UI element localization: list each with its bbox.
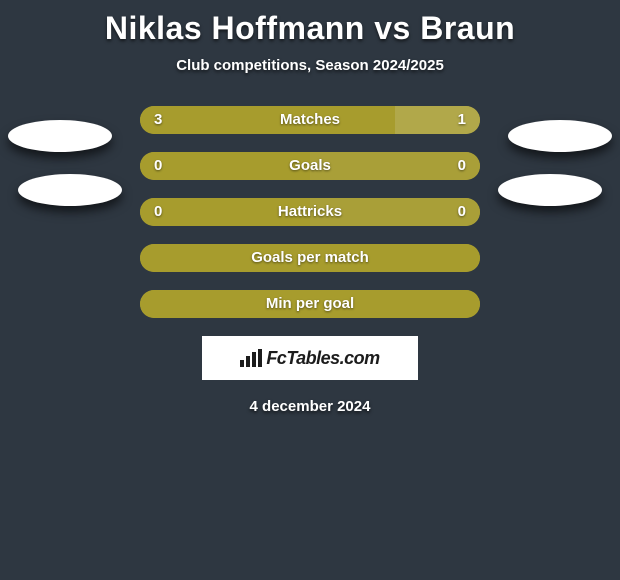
stat-bar-left <box>140 244 480 272</box>
stat-bar-left <box>140 198 310 226</box>
stat-bar-left <box>140 290 480 318</box>
stat-bar-right <box>395 106 480 134</box>
stat-bar: Goals per match <box>140 244 480 272</box>
stat-row: Goals per match <box>0 244 620 272</box>
stat-bar-right <box>310 152 480 180</box>
stat-bar-left <box>140 152 310 180</box>
stat-bar: Goals00 <box>140 152 480 180</box>
stat-bar: Min per goal <box>140 290 480 318</box>
stat-bar-right <box>310 198 480 226</box>
player-oval-2 <box>18 174 122 206</box>
brand-text: FcTables.com <box>266 348 379 369</box>
date-text: 4 december 2024 <box>0 398 620 415</box>
stat-bar: Hattricks00 <box>140 198 480 226</box>
bar-chart-icon <box>240 349 262 367</box>
player-oval-3 <box>498 174 602 206</box>
subtitle: Club competitions, Season 2024/2025 <box>0 57 620 74</box>
brand-box: FcTables.com <box>202 336 418 380</box>
page-title: Niklas Hoffmann vs Braun <box>0 0 620 47</box>
stat-row: Min per goal <box>0 290 620 318</box>
stat-bar: Matches31 <box>140 106 480 134</box>
stat-bar-left <box>140 106 395 134</box>
player-oval-1 <box>508 120 612 152</box>
player-oval-0 <box>8 120 112 152</box>
